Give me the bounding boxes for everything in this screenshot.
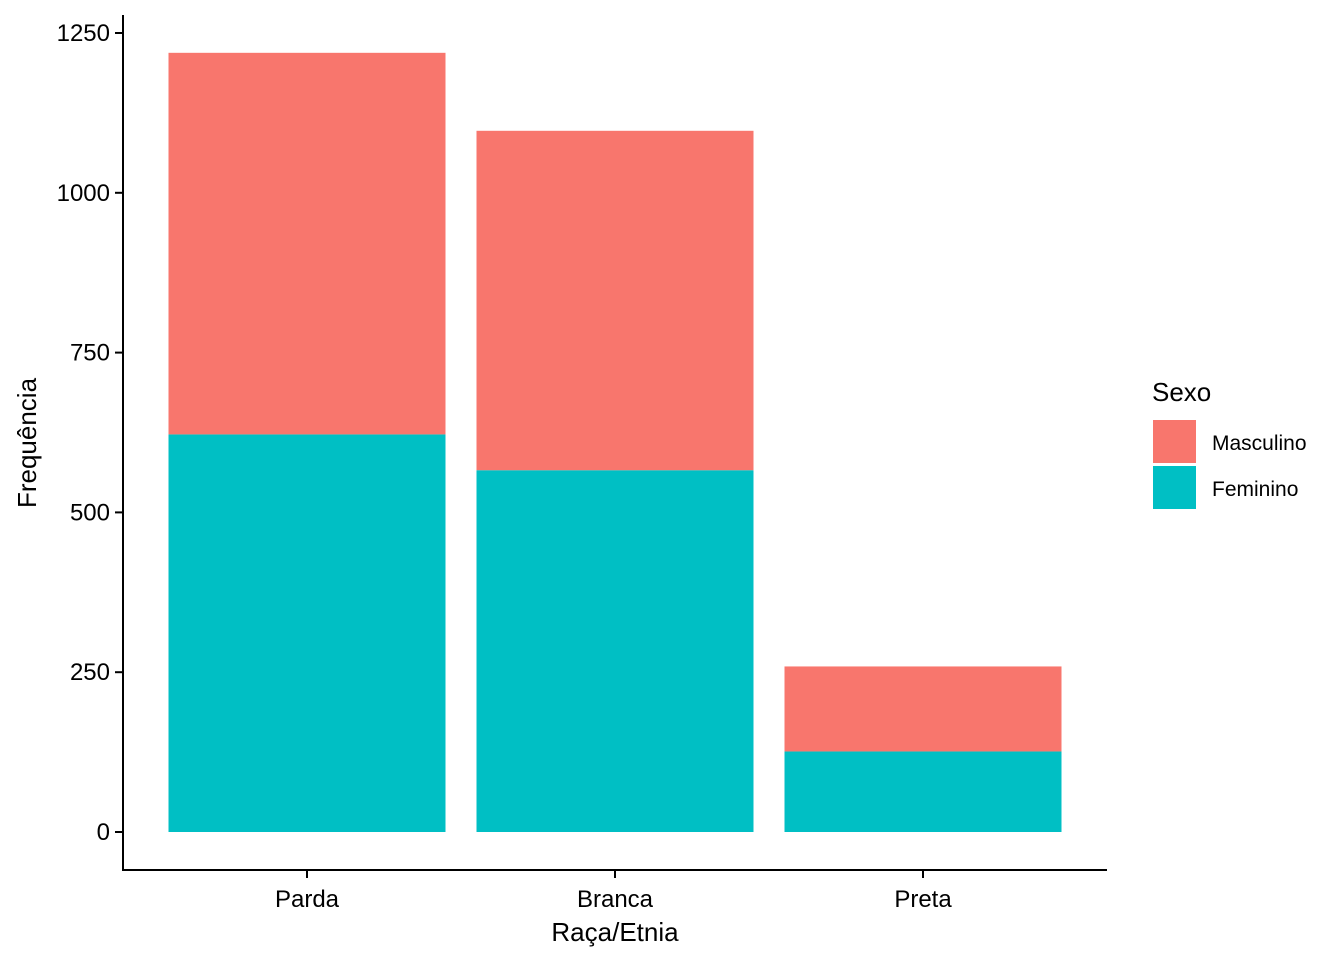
y-axis-title: Frequência [12,377,42,508]
bars-layer [168,52,1062,832]
y-axis-ticks: 0 250 500 750 1000 1250 [57,20,123,846]
y-tick-label: 500 [70,499,110,526]
x-tick-label-branca: Branca [577,886,654,913]
legend-label-feminino: Feminino [1212,478,1298,501]
legend-key-feminino [1153,466,1196,509]
x-tick-label-preta: Preta [894,886,952,913]
legend-title: Sexo [1152,377,1211,407]
legend-items: Masculino Feminino [1153,420,1307,509]
y-tick-label: 0 [97,819,110,846]
legend-label-masculino: Masculino [1212,432,1307,455]
y-tick-label: 750 [70,340,110,367]
bar-preta-feminino [784,751,1062,832]
legend-key-masculino [1153,420,1196,463]
bar-parda-feminino [168,434,446,832]
bar-branca-feminino [476,470,754,832]
y-tick-label: 250 [70,659,110,686]
y-tick-label: 1000 [57,180,110,207]
bar-parda-masculino [168,52,446,435]
x-axis-title: Raça/Etnia [551,917,679,947]
legend: Sexo Masculino Feminino [1152,377,1307,509]
bar-preta-masculino [784,666,1062,752]
x-tick-label-parda: Parda [275,886,340,913]
y-tick-label: 1250 [57,20,110,47]
x-axis-ticks: Parda Branca Preta [275,870,952,913]
bar-branca-masculino [476,130,754,471]
